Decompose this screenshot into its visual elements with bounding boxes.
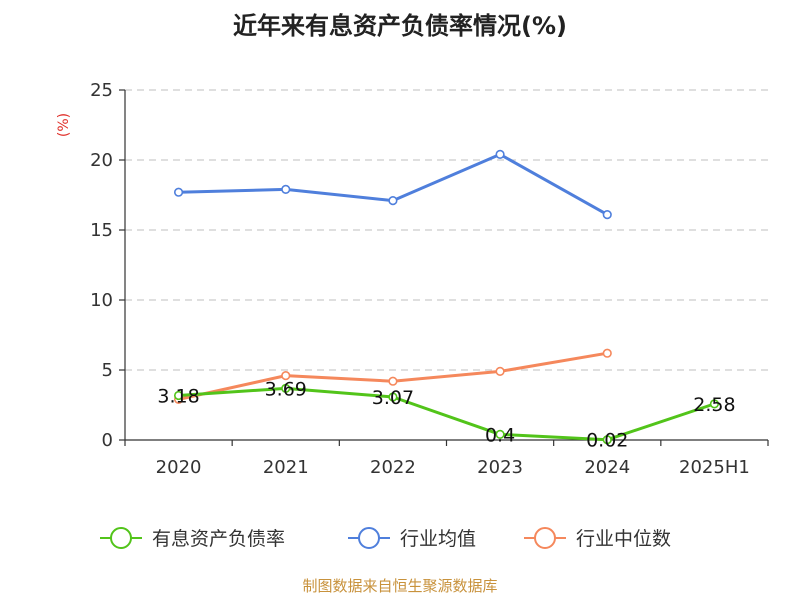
legend-label: 行业均值 [400, 528, 476, 550]
x-tick-label: 2025H1 [679, 457, 750, 478]
chart-title: 近年来有息资产负债率情况(%) [233, 12, 567, 40]
x-tick-label: 2021 [263, 457, 309, 478]
legend-marker [534, 527, 556, 549]
y-tick-label: 15 [90, 220, 113, 241]
data-label: 3.07 [372, 387, 414, 409]
data-label: 3.18 [157, 385, 199, 407]
source-note: 制图数据来自恒生聚源数据库 [302, 577, 497, 595]
y-tick-label: 20 [90, 150, 113, 171]
x-tick-label: 2020 [156, 457, 202, 478]
data-point [388, 196, 398, 206]
legend-label: 行业中位数 [576, 528, 671, 550]
y-tick-label: 5 [102, 360, 113, 381]
legend-item[interactable]: 有息资产负债率 [100, 527, 285, 550]
series-line [178, 386, 715, 442]
legend-label: 有息资产负债率 [152, 528, 285, 550]
data-point [602, 210, 612, 220]
legend-marker [358, 527, 380, 549]
data-point [388, 376, 398, 386]
legend-item[interactable]: 行业中位数 [524, 527, 671, 550]
x-tick-label: 2022 [370, 457, 416, 478]
data-point [495, 366, 505, 377]
data-point [602, 435, 612, 445]
data-point [281, 371, 291, 381]
data-point [173, 187, 184, 197]
legend[interactable]: 有息资产负债率 行业均值 行业中位数 [100, 527, 671, 550]
data-point [709, 399, 720, 409]
data-point [173, 390, 184, 401]
legend-marker [110, 527, 132, 549]
data-point [388, 392, 398, 402]
y-axis-unit-label: (%) [56, 113, 72, 137]
data-point [495, 429, 505, 440]
data-label: 0.02 [586, 430, 628, 452]
y-axis-ticks: 0 5 10 15 20 25 [90, 80, 125, 451]
data-label: 3.69 [265, 378, 307, 400]
y-tick-label: 0 [102, 430, 113, 451]
data-point [281, 184, 291, 194]
x-tick-label: 2023 [477, 457, 523, 478]
data-point [602, 348, 612, 358]
y-tick-label: 10 [90, 290, 113, 311]
y-tick-label: 25 [90, 80, 113, 101]
legend-item[interactable]: 行业均值 [348, 527, 476, 550]
data-labels: 3.18 3.69 3.07 0.4 0.02 2.58 [157, 378, 735, 451]
data-label: 0.4 [485, 424, 515, 446]
axes [124, 90, 768, 441]
series-group [173, 149, 720, 445]
data-label: 2.58 [693, 394, 735, 416]
x-tick-label: 2024 [584, 457, 630, 478]
series-line [178, 152, 608, 216]
data-point [281, 383, 291, 393]
gridlines [125, 89, 768, 371]
data-point [495, 149, 505, 159]
x-axis-ticks: 2020 2021 2022 2023 2024 2025H1 [124, 440, 769, 478]
